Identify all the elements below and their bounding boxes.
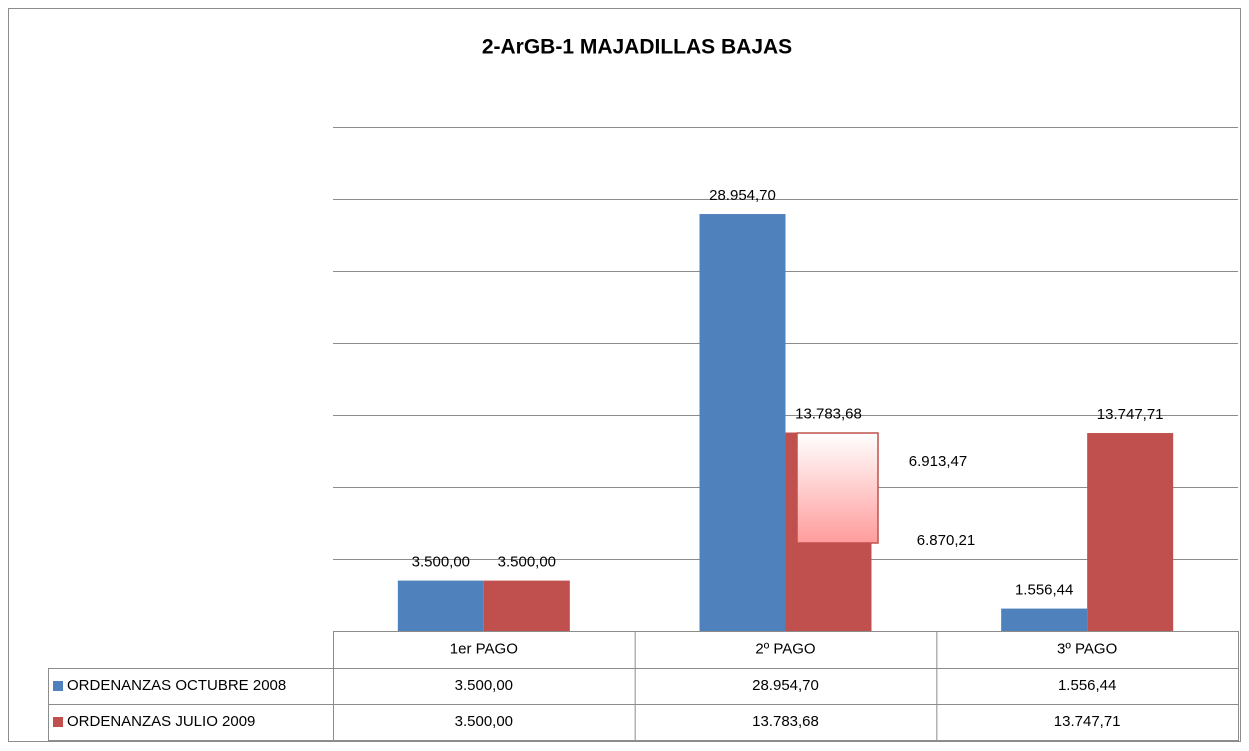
data-label: 1.556,44 bbox=[1015, 582, 1073, 599]
table-value: 3.500,00 bbox=[455, 677, 513, 694]
x-tick-label: 3º PAGO bbox=[1057, 640, 1117, 657]
table-value: 13.783,68 bbox=[752, 713, 819, 730]
bar bbox=[699, 214, 786, 632]
table-value: 28.954,70 bbox=[752, 677, 819, 694]
data-label: 13.783,68 bbox=[795, 405, 862, 422]
x-tick-label: 2º PAGO bbox=[755, 640, 815, 657]
table-value: 3.500,00 bbox=[455, 713, 513, 730]
x-tick-label: 1er PAGO bbox=[450, 640, 518, 657]
data-label: 13.747,71 bbox=[1097, 406, 1164, 423]
chart-title: 2-ArGB-1 MAJADILLAS BAJAS bbox=[482, 36, 792, 59]
legend-swatch bbox=[53, 717, 63, 727]
bar bbox=[1001, 608, 1088, 631]
legend-label: ORDENANZAS JULIO 2009 bbox=[67, 713, 255, 730]
table-value: 13.747,71 bbox=[1054, 713, 1121, 730]
bar bbox=[1087, 433, 1174, 631]
legend-swatch bbox=[53, 681, 63, 691]
callout-box bbox=[796, 432, 879, 544]
data-label: 3.500,00 bbox=[498, 554, 556, 571]
data-label: 28.954,70 bbox=[709, 187, 776, 204]
annotation: 6.870,21 bbox=[917, 532, 975, 549]
bar bbox=[483, 580, 570, 631]
table-value: 1.556,44 bbox=[1058, 677, 1116, 694]
table-cell bbox=[48, 704, 1239, 741]
legend-label: ORDENANZAS OCTUBRE 2008 bbox=[67, 677, 286, 694]
data-label: 3.500,00 bbox=[412, 554, 470, 571]
annotation: 6.913,47 bbox=[909, 453, 967, 470]
bar bbox=[397, 580, 484, 631]
